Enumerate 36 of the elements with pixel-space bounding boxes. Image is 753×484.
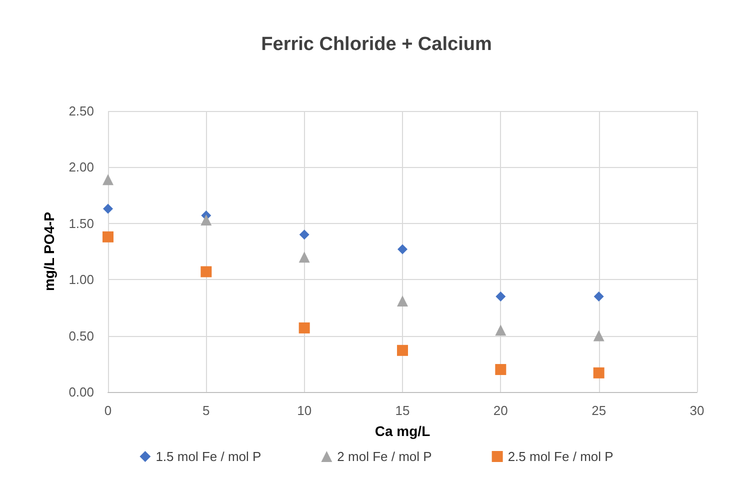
y-tick-label: 1.00 (68, 272, 94, 288)
point (593, 367, 604, 378)
chart-title: Ferric Chloride + Calcium (261, 34, 492, 55)
point (593, 330, 604, 342)
point (298, 322, 310, 334)
x-tick-label: 5 (202, 403, 210, 418)
x-tick-label: 20 (493, 403, 508, 418)
x-tick-label: 15 (395, 403, 410, 418)
point (299, 230, 310, 240)
point (397, 344, 408, 356)
legend-label: 2 mol Fe / mol P (337, 449, 432, 464)
x-tick-label: 25 (592, 403, 606, 418)
x-tick-label: 30 (690, 403, 704, 418)
point (298, 252, 310, 263)
point (594, 291, 604, 302)
point (103, 204, 113, 214)
point (102, 231, 114, 242)
point (398, 244, 408, 254)
y-tick-label: 0.00 (68, 384, 94, 400)
point (495, 324, 506, 336)
x-tick-label: 10 (297, 403, 312, 418)
point (495, 364, 506, 376)
point (496, 291, 506, 302)
y-tick-label: 2.00 (68, 160, 94, 175)
point (200, 266, 212, 278)
y-tick-label: 1.50 (68, 216, 94, 231)
y-tick-label: 0.50 (68, 328, 94, 344)
x-tick-label: 0 (104, 403, 112, 418)
point (200, 214, 212, 226)
x-axis-title: Ca mg/L (374, 423, 431, 439)
y-axis-title: mg/L PO4-P (41, 212, 57, 292)
y-tick-label: 2.50 (68, 104, 94, 118)
point (397, 295, 408, 306)
point (102, 174, 114, 186)
legend-label: 2.5 mol Fe / mol P (508, 449, 614, 464)
legend-label: 1.5 mol Fe / mol P (156, 449, 262, 464)
